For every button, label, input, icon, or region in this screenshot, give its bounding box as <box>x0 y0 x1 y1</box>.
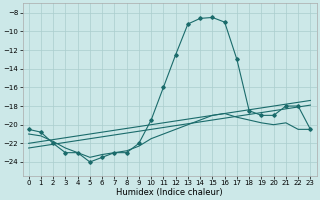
X-axis label: Humidex (Indice chaleur): Humidex (Indice chaleur) <box>116 188 223 197</box>
